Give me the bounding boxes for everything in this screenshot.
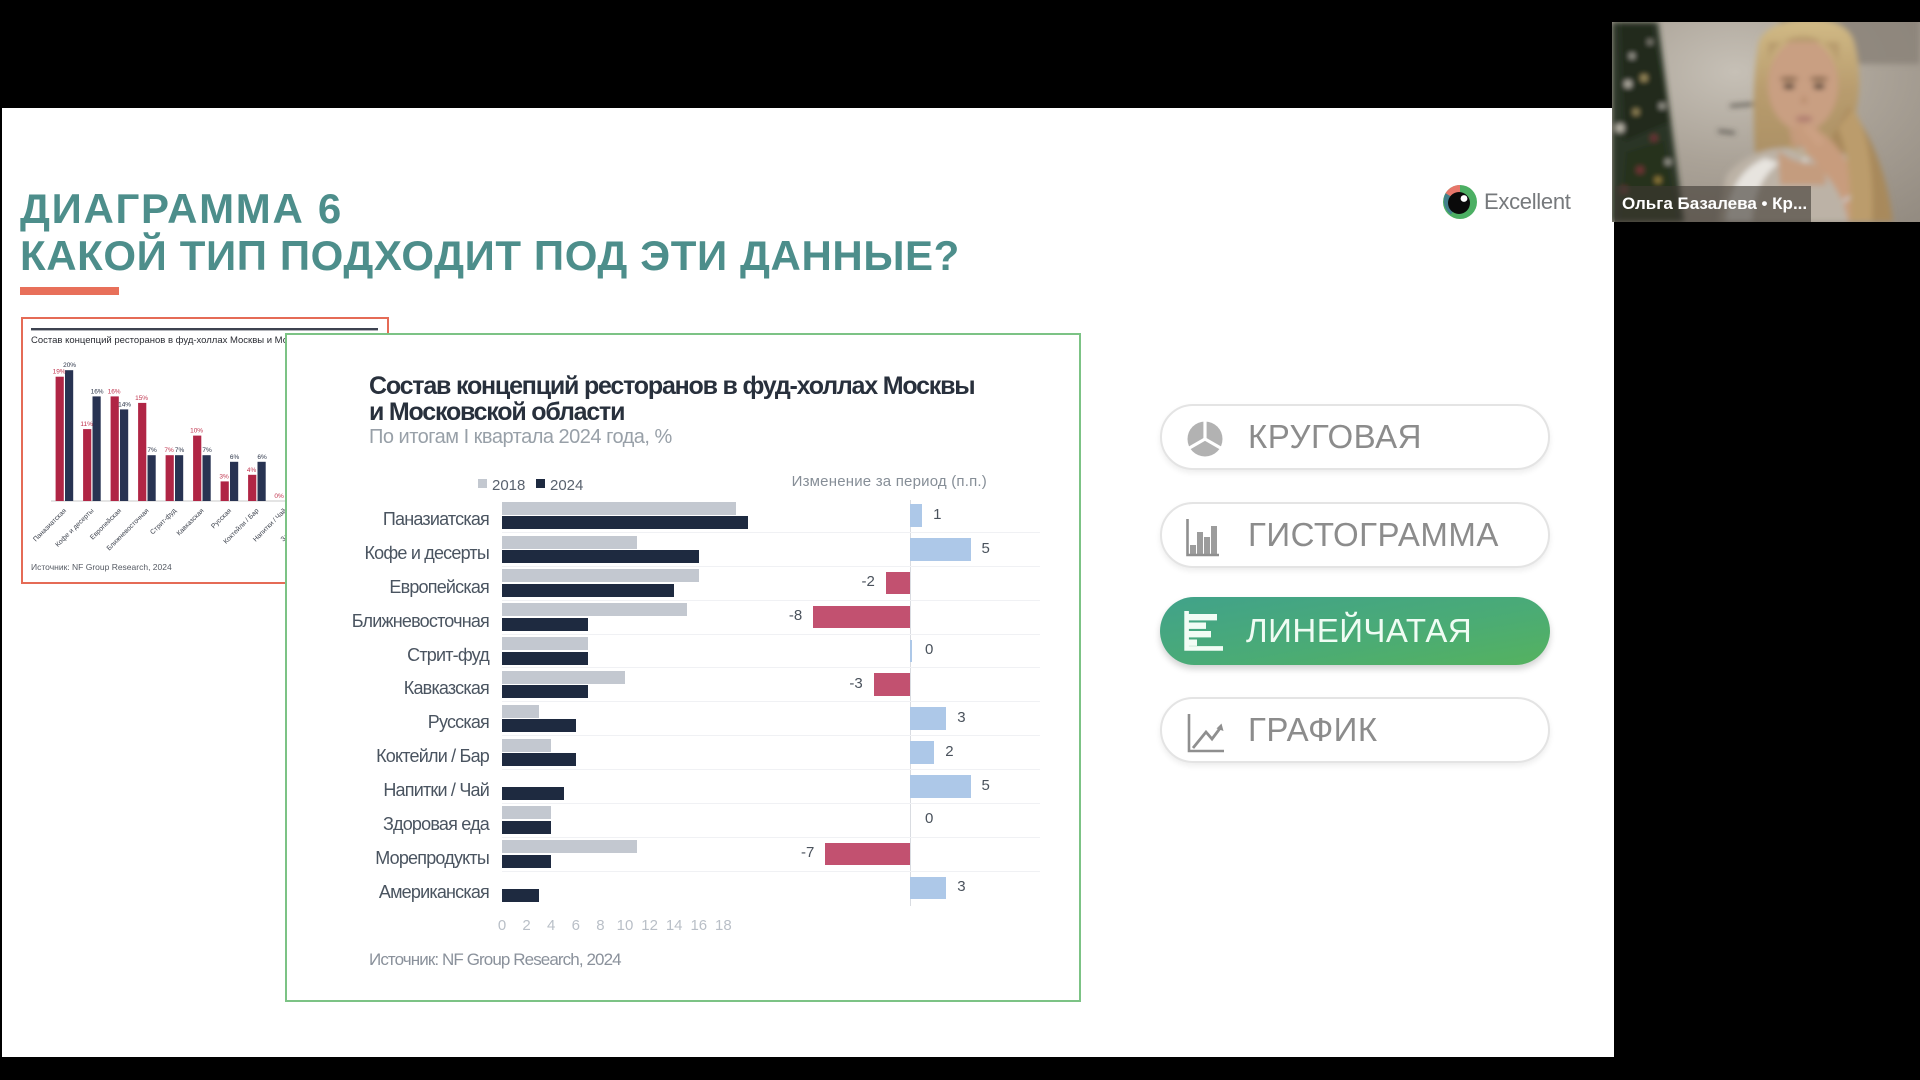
svg-text:16%: 16% bbox=[108, 388, 121, 395]
svg-text:6%: 6% bbox=[257, 454, 267, 461]
svg-text:20%: 20% bbox=[63, 362, 76, 369]
svg-text:4%: 4% bbox=[247, 467, 257, 474]
svg-text:Источник: NF Group Research, 2: Источник: NF Group Research, 2024 bbox=[31, 562, 172, 572]
svg-text:19%: 19% bbox=[53, 369, 66, 376]
svg-text:Состав концепций ресторанов в: Состав концепций ресторанов в фуд-холлах… bbox=[31, 335, 288, 346]
svg-text:10%: 10% bbox=[190, 428, 203, 435]
svg-text:7%: 7% bbox=[202, 447, 212, 454]
svg-text:15%: 15% bbox=[135, 395, 148, 402]
svg-text:0%: 0% bbox=[274, 493, 284, 500]
svg-text:11%: 11% bbox=[80, 421, 93, 428]
svg-text:16%: 16% bbox=[91, 388, 104, 395]
svg-text:Кавказская: Кавказская bbox=[176, 507, 206, 537]
svg-text:Стрит-фуд: Стрит-фуд bbox=[149, 507, 178, 536]
svg-text:7%: 7% bbox=[147, 447, 157, 454]
svg-text:7%: 7% bbox=[175, 447, 185, 454]
svg-text:7%: 7% bbox=[164, 447, 174, 454]
svg-text:3%: 3% bbox=[219, 473, 229, 480]
svg-text:6%: 6% bbox=[230, 454, 240, 461]
svg-text:Русская: Русская bbox=[210, 507, 233, 530]
svg-text:14%: 14% bbox=[118, 401, 131, 408]
